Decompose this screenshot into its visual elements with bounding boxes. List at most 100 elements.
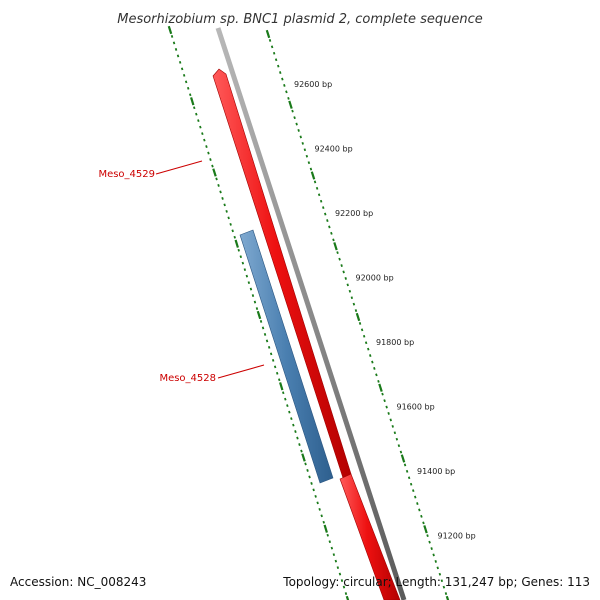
outer-rail-tick — [371, 360, 374, 364]
gene-meso-4529[interactable] — [212, 68, 352, 479]
outer-rail-tick — [403, 463, 407, 467]
tick-label: 92600 bp — [294, 80, 332, 89]
inner-rail-tick — [342, 585, 346, 589]
inner-rail-tick — [314, 494, 317, 498]
outer-rail-tick — [440, 579, 444, 583]
inner-rail-tick — [193, 106, 196, 110]
inner-rail-tick — [316, 501, 319, 505]
outer-rail-tick — [360, 328, 364, 332]
outer-rail-tick — [297, 129, 300, 132]
outer-rail-tick — [332, 238, 335, 242]
inner-rail-tick — [323, 524, 328, 533]
outer-rail-tick — [350, 296, 354, 300]
outer-rail-tick — [346, 283, 349, 287]
inner-rail-tick — [247, 281, 251, 285]
outer-rail-tick — [416, 502, 419, 505]
inner-rail-tick — [312, 488, 315, 492]
outer-rail-tick — [336, 251, 339, 255]
outer-rail-tick — [400, 454, 406, 463]
inner-rail-tick — [182, 73, 186, 77]
outer-rail-tick — [307, 161, 311, 165]
inner-rail-tick — [306, 469, 309, 472]
outer-rail-tick — [342, 270, 345, 274]
inner-rail-tick — [189, 93, 192, 97]
sequence-summary: Topology: circular; Length: 131,247 bp; … — [282, 575, 590, 589]
outer-rail-tick — [319, 199, 323, 203]
inner-rail-tick — [167, 25, 173, 35]
inner-rail-tick — [300, 449, 303, 453]
outer-rail-tick — [362, 334, 366, 338]
outer-rail-tick — [378, 383, 383, 392]
outer-rail-tick — [348, 289, 352, 293]
tick-labels: 92600 bp 92400 bp 92200 bp 92000 bp 91800 bp… — [294, 80, 476, 541]
outer-rail-tick — [313, 180, 317, 184]
inner-rail-tick — [225, 209, 228, 213]
inner-rail-tick — [320, 514, 323, 518]
inner-rail-tick — [263, 333, 267, 336]
outer-rail-tick — [395, 437, 399, 441]
gene-meso-4528[interactable] — [239, 229, 334, 484]
outer-rail-tick — [430, 547, 433, 550]
outer-rail-tick — [381, 392, 384, 396]
inner-rail-tick — [345, 595, 350, 600]
inner-rail-tick — [209, 158, 212, 161]
inner-rail-tick — [326, 533, 329, 537]
inner-rail-tick — [271, 358, 275, 362]
gene-label-group-4529: Meso_4529 — [98, 160, 203, 180]
inner-rail-tick — [178, 60, 182, 64]
outer-rail-tick — [432, 553, 435, 557]
inner-rail-tick — [219, 190, 222, 194]
outer-rail-tick — [340, 264, 343, 267]
outer-rail-tick — [445, 595, 450, 600]
inner-rail-tick — [186, 86, 190, 90]
tick-label: 91600 bp — [397, 403, 435, 412]
inner-rail-tick — [332, 553, 336, 557]
inner-rail-tick — [259, 320, 263, 323]
gene-label-4528[interactable]: Meso_4528 — [159, 373, 216, 384]
outer-rail-tick — [418, 508, 421, 512]
outer-rail-tick — [423, 525, 428, 534]
inner-rail-tick — [233, 235, 236, 239]
inner-rail-tick — [170, 35, 174, 38]
outer-rail-tick — [367, 347, 370, 351]
outer-rail-tick — [270, 45, 274, 49]
tick-label: 91800 bp — [376, 338, 414, 347]
outer-rail-tick — [389, 418, 392, 422]
outer-rail-tick — [338, 257, 341, 261]
outer-rail-tick — [301, 141, 304, 145]
outer-rail-tick — [397, 444, 401, 448]
inner-rail-tick — [221, 197, 224, 200]
inner-rail-tick — [292, 423, 295, 427]
inner-rail-tick — [334, 559, 338, 563]
inner-rail-tick — [205, 145, 208, 148]
inner-rail-tick — [338, 572, 342, 576]
outer-rail-tick — [315, 186, 319, 190]
inner-rail-tick — [234, 239, 239, 248]
outer-rail-tick — [291, 109, 294, 113]
tick-label: 92000 bp — [356, 274, 394, 283]
gene-label-group-4528: Meso_4528 — [159, 364, 265, 384]
outer-rail-tick — [377, 379, 380, 383]
plasmid-backbone — [215, 27, 407, 600]
outer-rail-tick — [303, 148, 307, 152]
inner-rail-tick — [227, 216, 230, 220]
outer-rail-tick — [281, 77, 284, 81]
outer-rail-tick — [426, 534, 429, 538]
inner-rail-tick — [261, 326, 265, 330]
accession-text: Accession: NC_008243 — [10, 575, 146, 589]
outer-tick-rail — [265, 29, 450, 600]
outer-rail-tick — [287, 96, 290, 100]
outer-rail-tick — [310, 171, 316, 180]
inner-rail-tick — [265, 339, 269, 343]
inner-rail-tick — [249, 287, 253, 291]
inner-rail-tick — [298, 443, 301, 446]
inner-rail-tick — [190, 97, 195, 106]
outer-rail-tick — [354, 309, 358, 312]
inner-rail-tick — [207, 151, 210, 155]
inner-rail-tick — [255, 307, 259, 310]
inner-rail-tick — [199, 125, 202, 129]
inner-rail-tick — [290, 417, 293, 421]
gene-label-4529[interactable]: Meso_4529 — [98, 169, 155, 180]
gene-forward-lower[interactable] — [339, 473, 401, 600]
inner-rail-tick — [212, 168, 217, 177]
